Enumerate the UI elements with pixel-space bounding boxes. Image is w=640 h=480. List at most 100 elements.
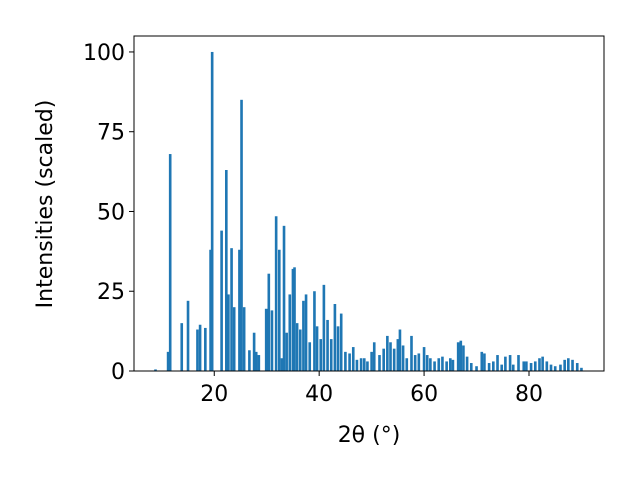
bar xyxy=(267,273,271,371)
bar xyxy=(465,356,469,371)
bar xyxy=(425,355,429,371)
bar xyxy=(563,359,566,371)
x-tick-label: 80 xyxy=(515,382,543,407)
bar xyxy=(225,170,228,371)
bar xyxy=(308,342,312,371)
bar xyxy=(196,329,199,371)
bar xyxy=(242,307,246,371)
bar xyxy=(232,307,236,371)
y-tick-label: 75 xyxy=(97,121,125,146)
bar xyxy=(285,332,288,371)
bar xyxy=(295,323,299,371)
bar xyxy=(422,347,426,371)
bar xyxy=(417,353,421,371)
bar xyxy=(209,249,212,371)
bar xyxy=(220,230,223,371)
bar xyxy=(517,355,520,371)
bar xyxy=(378,355,381,371)
bar xyxy=(389,342,392,371)
bar xyxy=(429,358,432,371)
bar xyxy=(533,361,537,371)
bar xyxy=(504,356,507,371)
bar xyxy=(280,358,284,371)
bar xyxy=(288,294,292,371)
bar xyxy=(254,351,258,371)
bar xyxy=(480,351,484,371)
bar xyxy=(240,99,243,372)
bar xyxy=(313,291,316,371)
bar xyxy=(469,363,473,371)
bar xyxy=(508,355,512,371)
bar xyxy=(326,319,329,371)
bar xyxy=(304,294,308,371)
bar xyxy=(396,339,400,371)
bar xyxy=(541,356,544,371)
x-tick-label: 20 xyxy=(200,382,228,407)
bar xyxy=(298,329,302,371)
bar xyxy=(166,351,170,371)
bar xyxy=(274,216,278,371)
bar xyxy=(355,359,359,371)
bar xyxy=(302,300,305,371)
bar xyxy=(475,366,478,371)
y-tick-label: 25 xyxy=(97,280,125,305)
bar xyxy=(567,358,570,371)
bar xyxy=(441,356,444,371)
y-tick-label: 0 xyxy=(111,360,125,385)
bar xyxy=(487,363,491,371)
y-tick-label: 50 xyxy=(97,200,125,225)
bar xyxy=(398,329,402,371)
bar xyxy=(500,364,504,371)
bar xyxy=(366,361,369,371)
bar xyxy=(180,323,184,371)
bar xyxy=(336,326,340,371)
bar xyxy=(413,355,417,371)
bar xyxy=(348,353,351,371)
bar xyxy=(553,366,557,371)
bar xyxy=(575,363,579,371)
bar xyxy=(401,345,405,371)
bar xyxy=(483,353,486,371)
bar xyxy=(549,364,553,371)
bar xyxy=(282,225,286,371)
bar xyxy=(248,350,251,371)
bar xyxy=(386,335,389,371)
bar xyxy=(445,361,448,371)
bar xyxy=(370,351,373,371)
bar xyxy=(264,308,268,371)
bar xyxy=(339,313,343,371)
bar xyxy=(462,345,465,371)
bar xyxy=(186,300,190,371)
bar xyxy=(270,310,274,371)
bar xyxy=(210,51,214,371)
bar xyxy=(392,348,396,371)
bar xyxy=(571,359,574,371)
bar xyxy=(293,267,296,371)
bar xyxy=(168,154,172,371)
plot-frame xyxy=(133,35,605,372)
x-axis-label: 2θ (°) xyxy=(338,423,401,448)
bar xyxy=(230,248,233,371)
bar xyxy=(522,361,526,371)
bar xyxy=(433,361,436,371)
bar xyxy=(496,355,499,371)
bar xyxy=(456,342,460,371)
x-tick-label: 60 xyxy=(410,382,438,407)
bar xyxy=(448,358,452,371)
bar xyxy=(405,358,409,371)
bar xyxy=(198,324,202,371)
bar xyxy=(238,249,241,371)
bar xyxy=(344,351,347,371)
bar xyxy=(359,358,363,371)
bar xyxy=(257,355,261,371)
bar xyxy=(362,358,366,371)
bar xyxy=(580,367,583,371)
bar xyxy=(410,335,413,371)
bar xyxy=(538,358,541,371)
bar xyxy=(559,364,562,371)
bar xyxy=(382,348,385,371)
bar xyxy=(545,361,549,371)
bar xyxy=(351,347,355,371)
bar xyxy=(459,340,463,371)
